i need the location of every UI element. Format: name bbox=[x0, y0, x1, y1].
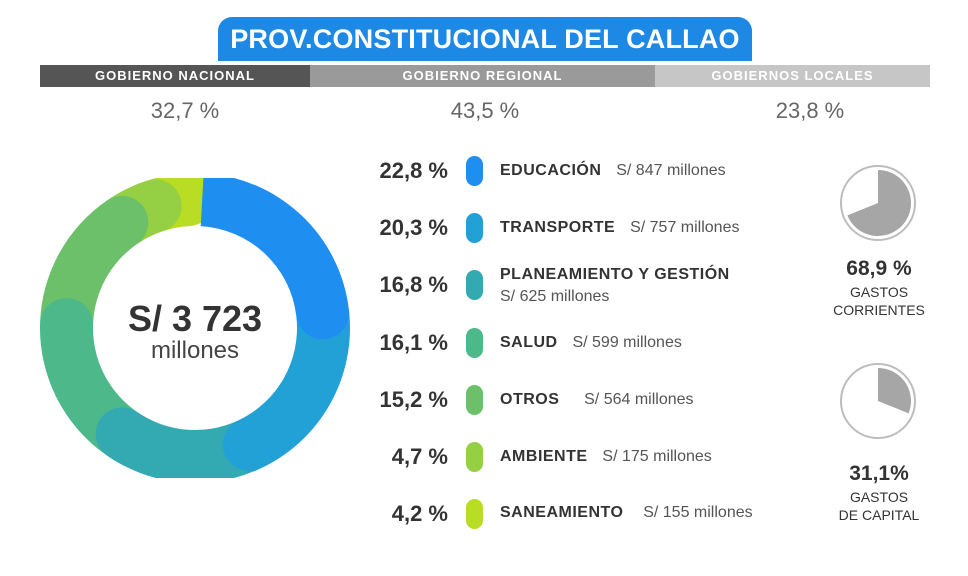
category-amount: S/ 175 millones bbox=[602, 448, 712, 465]
pie-slice bbox=[878, 368, 911, 414]
donut-segment-educaci-n bbox=[200, 178, 350, 340]
budget-donut-chart bbox=[40, 178, 350, 478]
category-percent: 4,7 % bbox=[391, 444, 448, 469]
page-title: PROV.CONSTITUCIONAL DEL CALLAO bbox=[218, 17, 752, 61]
category-name: AMBIENTE S/ 175 millones bbox=[500, 448, 712, 465]
category-color-bar bbox=[466, 499, 483, 529]
category-amount: S/ 847 millones bbox=[616, 162, 726, 179]
total-amount: S/ 3 723 bbox=[127, 298, 263, 339]
category-color-bar bbox=[466, 442, 483, 472]
current-expenses-pie bbox=[840, 165, 916, 241]
category-name: PLANEAMIENTO Y GESTIÓN bbox=[500, 266, 730, 283]
category-percent: 20,3 % bbox=[379, 215, 449, 240]
gov-national-bar: GOBIERNO NACIONAL bbox=[40, 65, 310, 87]
category-percent: 16,8 % bbox=[379, 272, 449, 297]
gov-regional-bar: GOBIERNO REGIONAL bbox=[310, 65, 655, 87]
gov-regional-label: GOBIERNO REGIONAL bbox=[402, 68, 563, 83]
category-color-bar bbox=[466, 213, 483, 243]
category-percent: 4,2 % bbox=[391, 501, 448, 526]
category-percent: 22,8 % bbox=[379, 158, 449, 183]
current-expenses-percent: 68,9 % bbox=[846, 257, 912, 280]
total-unit: millones bbox=[150, 337, 240, 364]
current-expenses-label: GASTOS CORRIENTES bbox=[833, 284, 925, 318]
category-amount: S/ 564 millones bbox=[584, 391, 694, 408]
donut-segment-planeamiento-y-gesti-n bbox=[95, 407, 259, 478]
category-name: OTROS S/ 564 millones bbox=[500, 391, 694, 408]
category-name: SALUD S/ 599 millones bbox=[500, 334, 682, 351]
capital-expenses-label: GASTOS DE CAPITAL bbox=[838, 489, 920, 523]
capital-expenses-percent: 31,1% bbox=[849, 462, 909, 485]
gov-local-bar: GOBIERNOS LOCALES bbox=[655, 65, 930, 87]
gov-national-label: GOBIERNO NACIONAL bbox=[95, 68, 255, 83]
capital-expenses-pie bbox=[840, 363, 916, 439]
category-name: TRANSPORTE S/ 757 millones bbox=[500, 219, 740, 236]
donut-segment-otros bbox=[40, 195, 149, 325]
donut-segment-transporte bbox=[222, 311, 350, 472]
category-amount: S/ 599 millones bbox=[572, 334, 682, 351]
category-name: EDUCACIÓN S/ 847 millones bbox=[500, 162, 726, 179]
category-color-bar bbox=[466, 385, 483, 415]
category-percent: 15,2 % bbox=[379, 387, 449, 412]
category-amount: S/ 757 millones bbox=[630, 219, 740, 236]
pie-slice bbox=[847, 170, 911, 236]
gov-local-label: GOBIERNOS LOCALES bbox=[711, 68, 874, 83]
category-percent: 16,1 % bbox=[379, 330, 449, 355]
category-amount: S/ 155 millones bbox=[643, 504, 753, 521]
category-color-bar bbox=[466, 270, 483, 300]
gov-regional-percent: 43,5 % bbox=[450, 98, 520, 123]
category-color-bar bbox=[466, 328, 483, 358]
category-amount: S/ 625 millones bbox=[500, 288, 610, 305]
category-color-bar bbox=[466, 156, 483, 186]
gov-local-percent: 23,8 % bbox=[775, 98, 845, 123]
gov-national-percent: 32,7 % bbox=[150, 98, 220, 123]
category-name: SANEAMIENTO S/ 155 millones bbox=[500, 504, 753, 521]
